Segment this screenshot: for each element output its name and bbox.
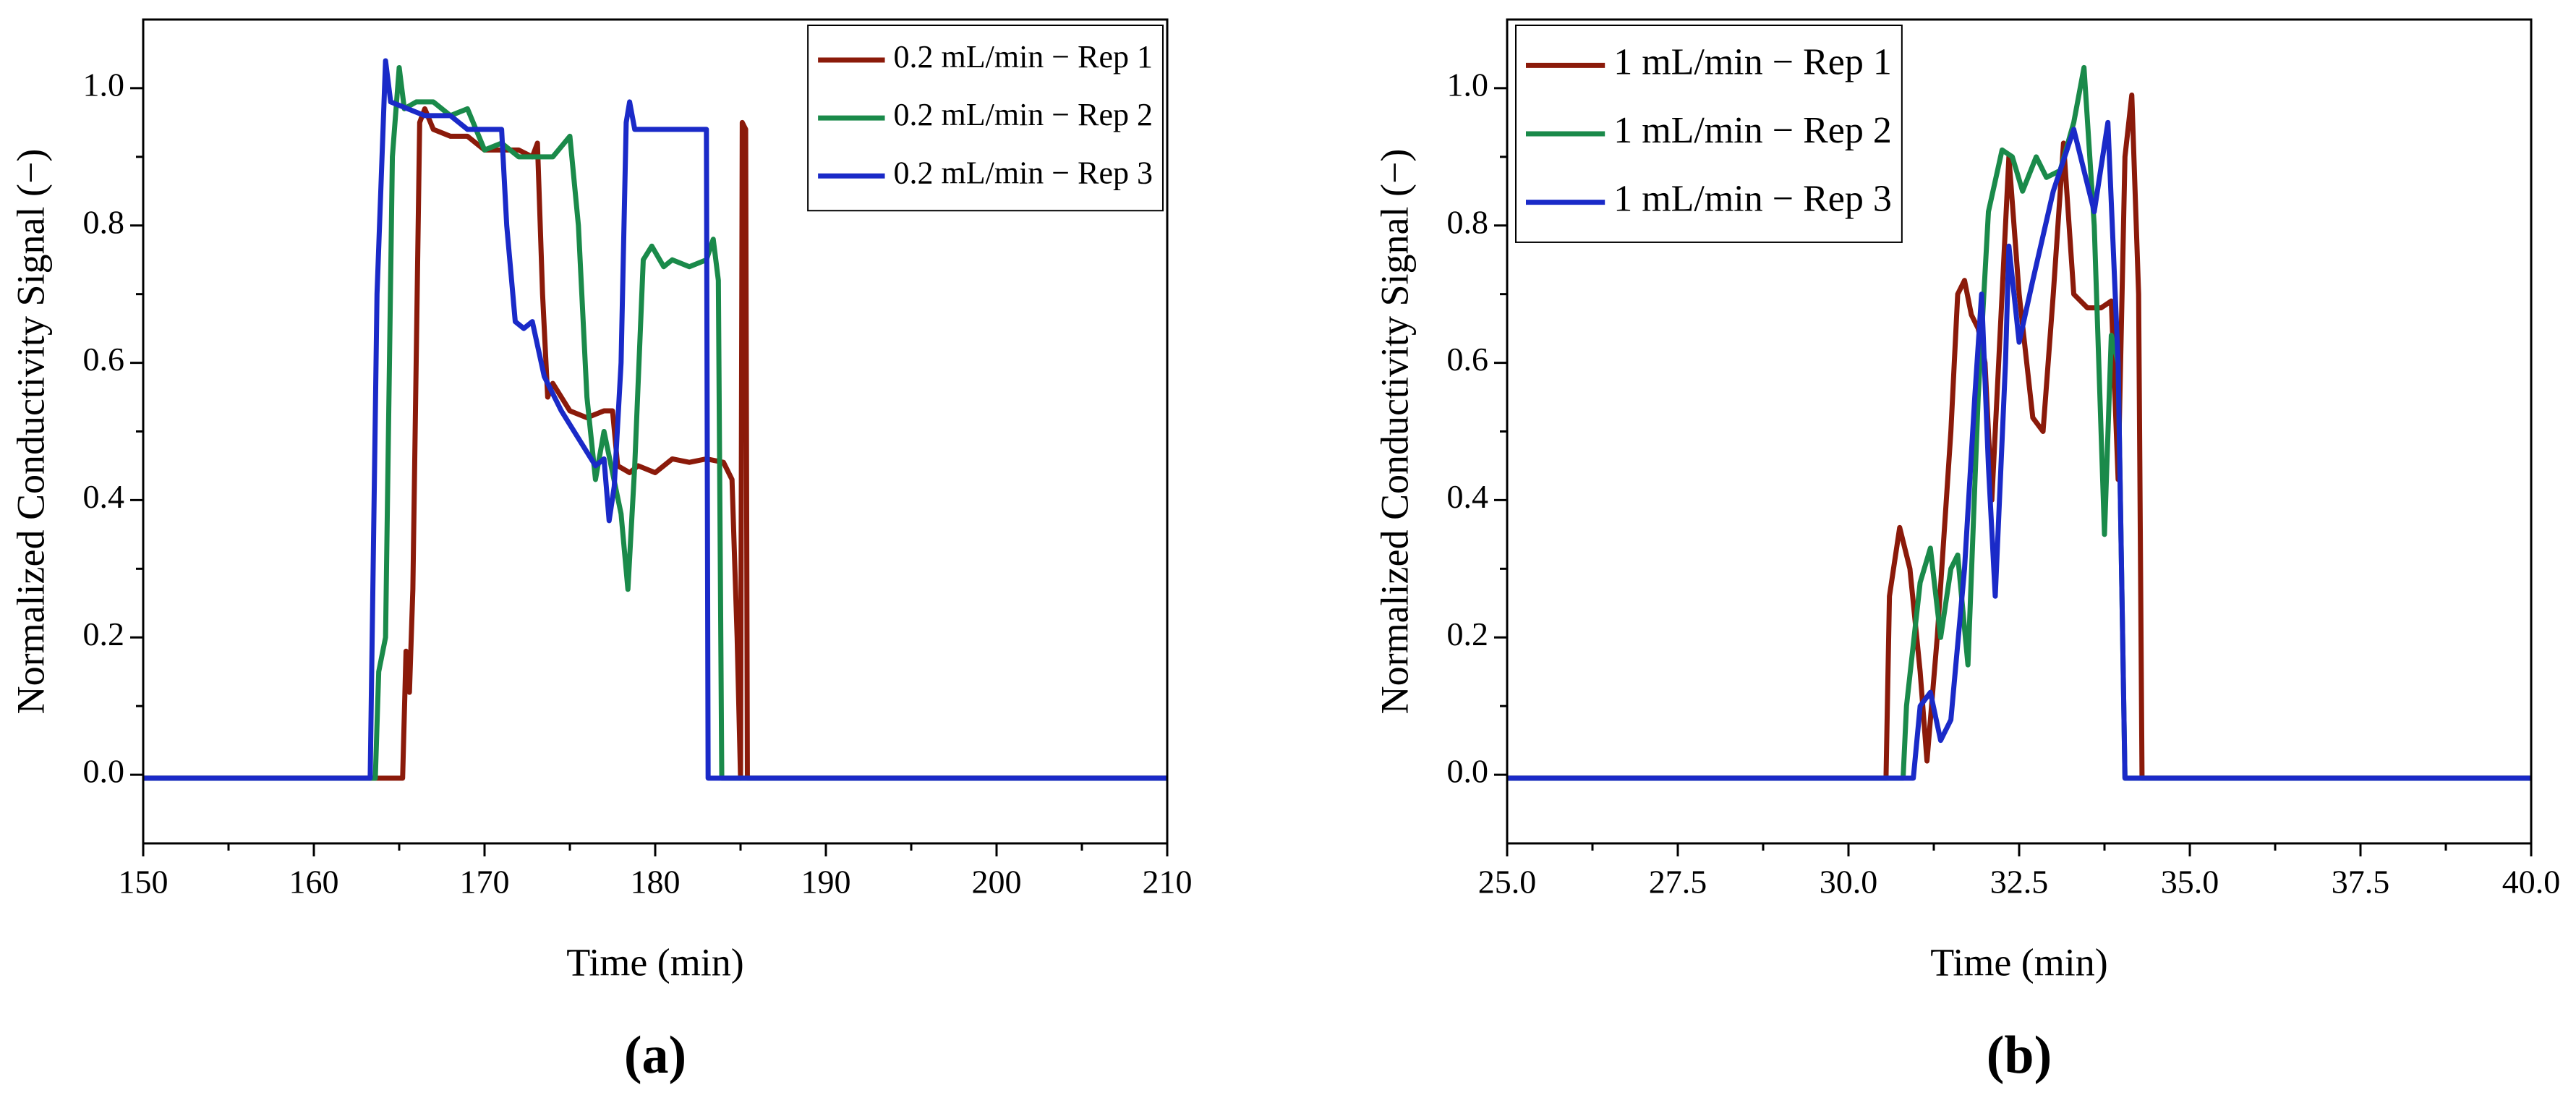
x-tick-label: 40.0 <box>2502 864 2561 901</box>
y-tick-label: 0.2 <box>1447 616 1489 652</box>
x-tick-label: 37.5 <box>2332 864 2390 901</box>
y-tick-label: 0.8 <box>83 203 125 240</box>
data-line <box>143 58 1167 781</box>
x-tick-label: 170 <box>460 864 510 901</box>
x-axis-title: Time (min) <box>1930 940 2108 984</box>
y-axis-title: Normalized Conductivity Signal (−) <box>1373 149 1416 715</box>
legend-label: 1 mL/min − Rep 2 <box>1613 110 1892 151</box>
legend: 1 mL/min − Rep 1 1 mL/min − Rep 2 1 mL/min… <box>1515 25 1903 243</box>
x-tick-label: 35.0 <box>2161 864 2219 901</box>
y-tick-label: 1.0 <box>1447 66 1489 103</box>
legend-label: 0.2 mL/min − Rep 2 <box>894 97 1153 132</box>
legend-label: 1 mL/min − Rep 1 <box>1613 41 1892 82</box>
panel-label: (a) <box>624 1026 686 1085</box>
x-tick-label: 32.5 <box>1990 864 2049 901</box>
x-tick-label: 27.5 <box>1649 864 1707 901</box>
x-tick-label: 200 <box>972 864 1022 901</box>
data-line <box>143 64 1167 781</box>
y-tick-label: 0.0 <box>83 753 125 790</box>
data-line <box>1507 64 2531 781</box>
y-tick-label: 0.6 <box>83 341 125 378</box>
panel-label: (b) <box>1987 1026 2052 1085</box>
x-tick-label: 30.0 <box>1820 864 1878 901</box>
x-tick-label: 210 <box>1143 864 1193 901</box>
legend-label: 0.2 mL/min − Rep 3 <box>894 155 1153 190</box>
data-line <box>1507 92 2531 781</box>
y-axis-title: Normalized Conductivity Signal (−) <box>9 149 52 715</box>
legend-label: 0.2 mL/min − Rep 1 <box>894 39 1153 75</box>
x-tick-label: 25.0 <box>1478 864 1537 901</box>
x-tick-label: 160 <box>289 864 339 901</box>
x-tick-label: 190 <box>801 864 851 901</box>
y-tick-label: 0.4 <box>1447 478 1489 515</box>
data-line <box>1507 119 2531 781</box>
legend: 0.2 mL/min − Rep 1 0.2 mL/min − Rep 2 0.2 … <box>807 25 1164 212</box>
y-tick-label: 0.4 <box>83 478 125 515</box>
y-tick-label: 0.2 <box>83 616 125 652</box>
data-line <box>143 106 1167 781</box>
y-tick-label: 0.0 <box>1447 753 1489 790</box>
y-tick-label: 1.0 <box>83 66 125 103</box>
y-tick-label: 0.8 <box>1447 203 1489 240</box>
y-tick-label: 0.6 <box>1447 341 1489 378</box>
legend-label: 1 mL/min − Rep 3 <box>1613 179 1892 220</box>
x-axis-title: Time (min) <box>566 940 744 984</box>
x-tick-label: 150 <box>119 864 169 901</box>
x-tick-label: 180 <box>631 864 681 901</box>
